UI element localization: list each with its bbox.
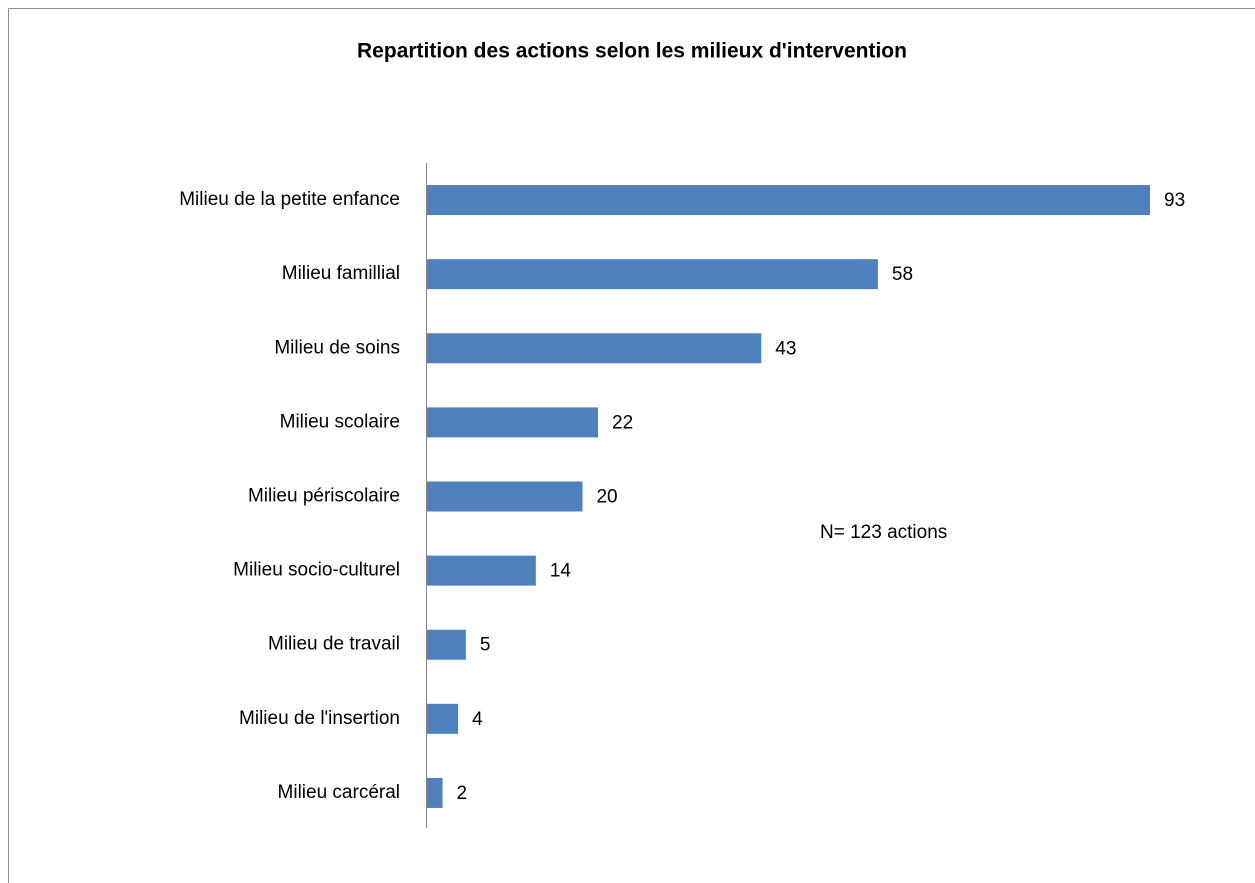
bar (427, 703, 459, 734)
bar (427, 629, 466, 660)
y-tick-label: Milieu périscolaire (248, 486, 400, 507)
y-tick-label: Milieu de travail (268, 634, 400, 655)
bar (427, 259, 878, 290)
data-label: 4 (472, 709, 483, 730)
chart-title: Repartition des actions selon les milieu… (357, 40, 907, 63)
y-tick-label: Milieu scolaire (280, 411, 400, 432)
bar (427, 185, 1150, 216)
bar (427, 777, 443, 808)
data-label: 14 (550, 561, 572, 582)
data-label: 58 (892, 264, 913, 285)
bar (427, 555, 536, 586)
bar (427, 407, 599, 438)
y-tick-label: Milieu de l'insertion (239, 708, 400, 729)
y-tick-label: Milieu famillial (282, 263, 400, 284)
bar (427, 481, 583, 512)
y-tick-label: Milieu socio-culturel (233, 560, 400, 581)
data-label: 20 (596, 487, 617, 508)
y-tick-label: Milieu de soins (274, 337, 400, 358)
data-label: 43 (775, 338, 796, 359)
annotation: N= 123 actions (820, 522, 947, 543)
y-tick-label: Milieu carcéral (278, 782, 400, 803)
y-tick-label: Milieu de la petite enfance (179, 189, 400, 210)
data-label: 5 (480, 635, 491, 656)
data-label: 2 (457, 783, 468, 804)
data-label: 22 (612, 412, 633, 433)
bar (427, 333, 762, 364)
data-label: 93 (1164, 190, 1185, 211)
